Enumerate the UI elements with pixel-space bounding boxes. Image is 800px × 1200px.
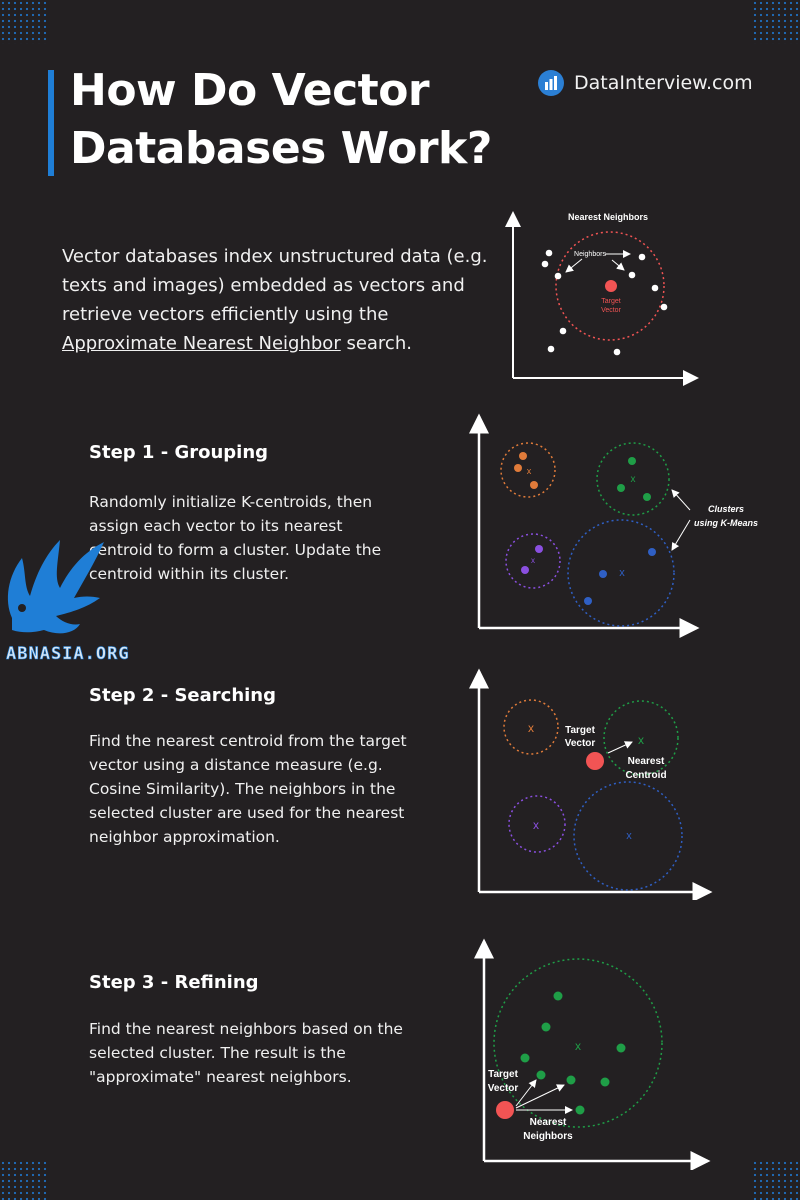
dot-grid-bottom-left (0, 1160, 50, 1200)
step-2-searching-diagram: x x x x Target Vector Nearest Centroid (469, 668, 713, 900)
vector-point (628, 271, 636, 279)
vector-point (613, 348, 621, 356)
distance-arrow (607, 741, 633, 754)
dot-grid-top-right (752, 0, 800, 44)
cluster-purple (508, 795, 566, 853)
title-line-1: How Do Vector (70, 65, 430, 116)
step-3-refining-diagram: x Target Vector Nearest Neighbors (474, 938, 711, 1170)
step-2-body: Find the nearest centroid from the targe… (89, 732, 407, 846)
centroid-blue: x (619, 567, 625, 579)
target-label-2: Vector (601, 307, 622, 314)
cluster-point-green (575, 1105, 585, 1115)
vector-point (541, 260, 549, 268)
centroid-green: x (638, 733, 644, 747)
nearest-neighbors-label-2: Neighbors (523, 1131, 573, 1142)
target-label-2: Vector (488, 1083, 519, 1094)
annotation-clusters: Clusters (708, 504, 744, 514)
cluster-point-purple (535, 545, 543, 553)
centroid-orange: x (527, 466, 532, 476)
centroid-purple: x (531, 556, 535, 565)
cluster-blue (573, 781, 683, 891)
centroid-green: x (575, 1039, 581, 1053)
cluster-point-blue (584, 597, 592, 605)
centroid-orange: x (528, 721, 534, 735)
intro-text: Vector databases index unstructured data… (62, 246, 488, 325)
cluster-orange (503, 699, 559, 755)
vector-point (559, 327, 567, 335)
nearest-centroid-label-1: Nearest (628, 756, 665, 767)
cluster-point-green (541, 1022, 551, 1032)
page-title: How Do Vector Databases Work? (70, 62, 492, 178)
cluster-orange (500, 442, 556, 498)
cluster-point-green (600, 1077, 610, 1087)
selected-cluster-green (493, 958, 663, 1128)
annotation-arrow-down (671, 519, 691, 551)
step-1-grouping-diagram: x x x x Clusters using K-Means (469, 413, 758, 638)
nearest-centroid-label-2: Centroid (625, 770, 666, 781)
cluster-green (596, 442, 670, 516)
vector-point (547, 345, 555, 353)
annotation-kmeans: using K-Means (694, 518, 758, 528)
cluster-point-orange (519, 452, 527, 460)
cluster-point-green (616, 1043, 626, 1053)
title-line-2: Databases Work? (70, 123, 492, 174)
vector-point (545, 249, 553, 257)
neighbors-arrow-down (611, 259, 625, 271)
centroid-purple: x (533, 818, 539, 832)
brand-logo[interactable]: DataInterview.com (538, 70, 753, 96)
title-accent-bar (48, 70, 54, 176)
neighbor-arrow (515, 1079, 537, 1107)
neighbors-label: Neighbors (574, 251, 606, 258)
step-3-title: Step 3 - Refining (89, 972, 259, 993)
step-3-body: Find the nearest neighbors based on the … (89, 1020, 403, 1086)
target-vector-point (605, 280, 617, 292)
bar-chart-icon (538, 70, 564, 96)
cluster-point-green (536, 1070, 546, 1080)
cluster-point-green (566, 1075, 576, 1085)
dot-grid-bottom-right (752, 1160, 800, 1200)
cluster-point-green (643, 493, 651, 501)
cluster-point-green (520, 1053, 530, 1063)
cluster-point-green (617, 484, 625, 492)
cluster-point-purple (521, 566, 529, 574)
target-vector-point (496, 1101, 514, 1119)
target-label-1: Target (488, 1069, 518, 1080)
cluster-purple (505, 533, 561, 589)
ann-link[interactable]: Approximate Nearest Neighbor (62, 333, 341, 354)
search-radius-circle (555, 231, 665, 341)
cluster-point-orange (530, 481, 538, 489)
intro-paragraph: Vector databases index unstructured data… (62, 242, 492, 358)
step-2-title: Step 2 - Searching (89, 685, 277, 706)
cluster-point-green (553, 991, 563, 1001)
cluster-point-blue (648, 548, 656, 556)
cluster-point-orange (514, 464, 522, 472)
vector-point (660, 303, 668, 311)
step-1-body: Randomly initialize K-centroids, then as… (89, 493, 382, 583)
watermark-text: ABNASIA.ORG (6, 644, 130, 665)
nearest-neighbors-label-1: Nearest (530, 1117, 567, 1128)
vector-point (554, 272, 562, 280)
target-vector-point (586, 752, 604, 770)
cluster-green (603, 700, 679, 776)
neighbors-arrow-left (565, 258, 583, 273)
target-label-2: Vector (565, 738, 596, 749)
cluster-blue (567, 519, 675, 627)
cluster-point-green (628, 457, 636, 465)
target-label-1: Target (565, 725, 595, 736)
dot-grid-top-left (0, 0, 50, 44)
centroid-green: x (631, 474, 636, 485)
target-label-1: Target (601, 298, 621, 305)
intro-text-end: search. (340, 333, 412, 354)
vector-point (651, 284, 659, 292)
diagram-title: Nearest Neighbors (568, 212, 648, 222)
cluster-point-blue (599, 570, 607, 578)
brand-name: DataInterview.com (574, 72, 753, 94)
griffin-logo-icon (7, 540, 105, 634)
step-1-title: Step 1 - Grouping (89, 442, 269, 463)
neighbor-arrow (515, 1084, 565, 1109)
vector-point (638, 253, 646, 261)
nearest-neighbors-diagram: Nearest Neighbors Neighbors Target Vecto… (505, 211, 699, 386)
centroid-blue: x (626, 830, 632, 842)
annotation-arrow-up (671, 489, 691, 511)
